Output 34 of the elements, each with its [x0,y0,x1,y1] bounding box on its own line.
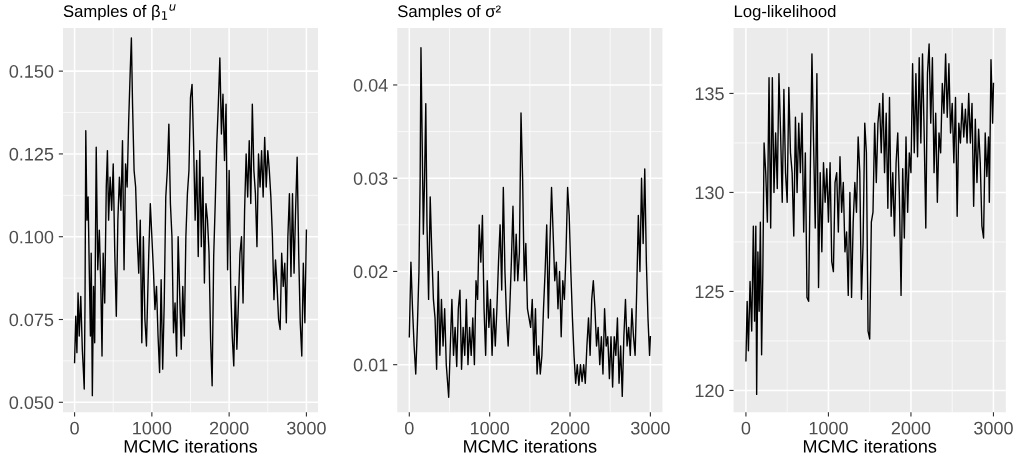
x-tick-label: 2000 [209,421,249,435]
y-tick-label: 0.150 [9,65,54,78]
x-axis-title: MCMC iterations [124,439,258,453]
x-tick-label: 1000 [809,421,848,435]
y-tick-label: 125 [695,285,724,299]
line-series [73,37,308,397]
x-tick-label: 1000 [133,421,172,435]
x-axis-title: MCMC iterations [803,439,937,453]
x-tick-label: 2000 [891,421,931,435]
x-tick-label: 0 [741,421,751,435]
x-tick-label: 2000 [550,421,590,435]
y-tick-label: 130 [695,186,724,200]
y-tick-label: 0.04 [353,78,388,92]
y-tick-label: 0.075 [9,313,54,327]
x-tick-label: 0 [404,421,414,435]
x-axis-title: MCMC iterations [464,439,597,453]
y-tick-label: 120 [695,384,724,398]
x-tick-label: 3000 [287,421,326,435]
line-series [408,46,652,399]
chart-title: Samples of σ² [398,4,501,21]
y-tick-label: 0.02 [353,265,388,279]
x-tick-label: 1000 [470,421,510,435]
chart-title: Samples of β$_{1}$$^{u}$ [63,4,176,21]
y-tick-label: 0.125 [9,147,54,161]
x-tick-label: 3000 [630,421,670,435]
line-series [745,43,995,396]
chart-title: Log-likelihood [734,4,836,21]
x-tick-label: 0 [70,421,79,435]
y-tick-label: 0.03 [353,172,388,185]
y-tick-label: 0.050 [9,396,54,410]
y-tick-label: 0.01 [353,358,388,372]
x-tick-label: 3000 [974,421,1013,435]
y-tick-label: 135 [695,87,724,101]
y-tick-label: 0.100 [9,230,54,244]
